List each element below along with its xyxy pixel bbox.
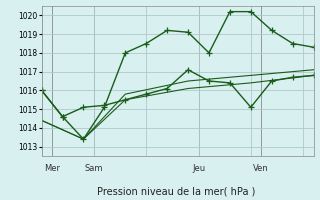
Text: Ven: Ven xyxy=(253,164,269,173)
Text: Sam: Sam xyxy=(85,164,103,173)
Text: Mer: Mer xyxy=(44,164,60,173)
Text: Pression niveau de la mer( hPa ): Pression niveau de la mer( hPa ) xyxy=(97,186,255,196)
Text: Jeu: Jeu xyxy=(192,164,205,173)
